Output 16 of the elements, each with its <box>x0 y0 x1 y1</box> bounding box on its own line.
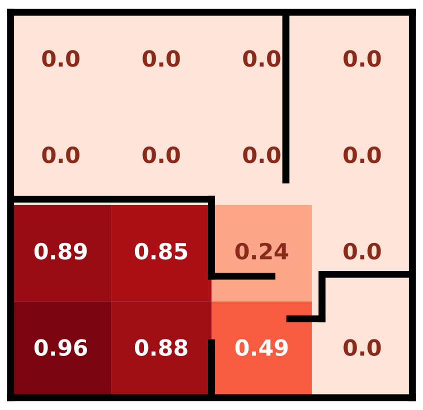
data-label: 0.0 <box>243 50 280 67</box>
data-label: 0.49 <box>235 339 288 356</box>
data-label: 0.0 <box>243 146 280 164</box>
data-label: 0.0 <box>142 146 180 164</box>
data-label: 0.89 <box>34 242 87 260</box>
data-label: 0.88 <box>134 339 188 356</box>
data-label: 0.0 <box>344 50 381 67</box>
data-label: 0.24 <box>235 242 288 260</box>
data-label: 0.96 <box>34 339 88 356</box>
data-label: 0.0 <box>344 146 381 164</box>
data-label: 0.0 <box>42 50 80 67</box>
data-label: 0.0 <box>344 242 381 260</box>
data-label: 0.0 <box>344 339 381 356</box>
data-label: 0.85 <box>134 242 188 260</box>
data-label: 0.0 <box>142 50 180 67</box>
data-label: 0.0 <box>42 146 80 164</box>
